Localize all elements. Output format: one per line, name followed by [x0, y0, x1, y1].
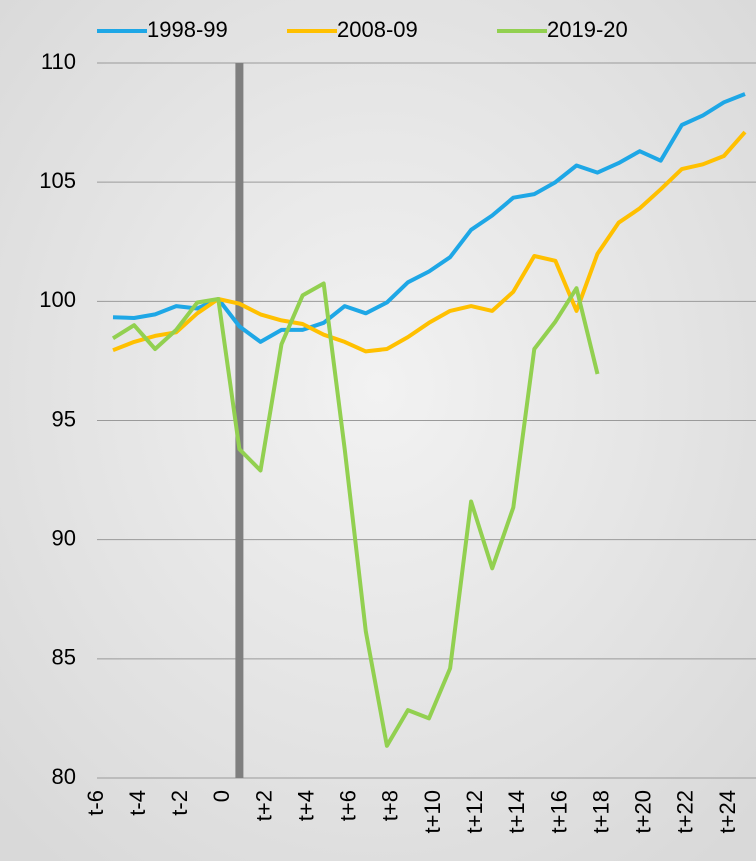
x-tick-label: t+20 — [631, 790, 656, 833]
legend-label: 2008-09 — [337, 17, 418, 42]
x-tick-label: t+8 — [378, 790, 403, 821]
legend-label: 1998-99 — [147, 17, 228, 42]
y-tick-label: 105 — [39, 168, 76, 193]
x-tick-label: t+14 — [504, 790, 529, 833]
x-tick-label: t+16 — [546, 790, 571, 833]
legend-label: 2019-20 — [547, 17, 628, 42]
x-tick-label: t+22 — [673, 790, 698, 833]
x-tick-label: t+12 — [462, 790, 487, 833]
x-tick-label: t+6 — [336, 790, 361, 821]
y-tick-label: 110 — [41, 49, 76, 74]
legend: 1998-99 2008-09 2019-20 — [97, 17, 628, 42]
x-tick-label: t-4 — [125, 790, 150, 816]
x-tick-label: t+24 — [715, 790, 740, 833]
y-tick-label: 95 — [52, 406, 76, 431]
event-marker — [235, 63, 244, 778]
y-tick-label: 80 — [52, 764, 76, 789]
x-tick-label: t+2 — [251, 790, 276, 821]
x-tick-label: t+4 — [293, 790, 318, 821]
series-line — [111, 281, 600, 748]
y-tick-label: 85 — [52, 645, 76, 670]
x-tick-label: 0 — [209, 790, 234, 802]
x-tick-label: t-6 — [83, 790, 108, 816]
x-tick-label: t+10 — [420, 790, 445, 833]
y-tick-label: 90 — [52, 525, 76, 550]
x-tick-label: t-2 — [167, 790, 192, 816]
x-tick-label: t+18 — [588, 790, 613, 833]
y-tick-label: 100 — [39, 287, 76, 312]
